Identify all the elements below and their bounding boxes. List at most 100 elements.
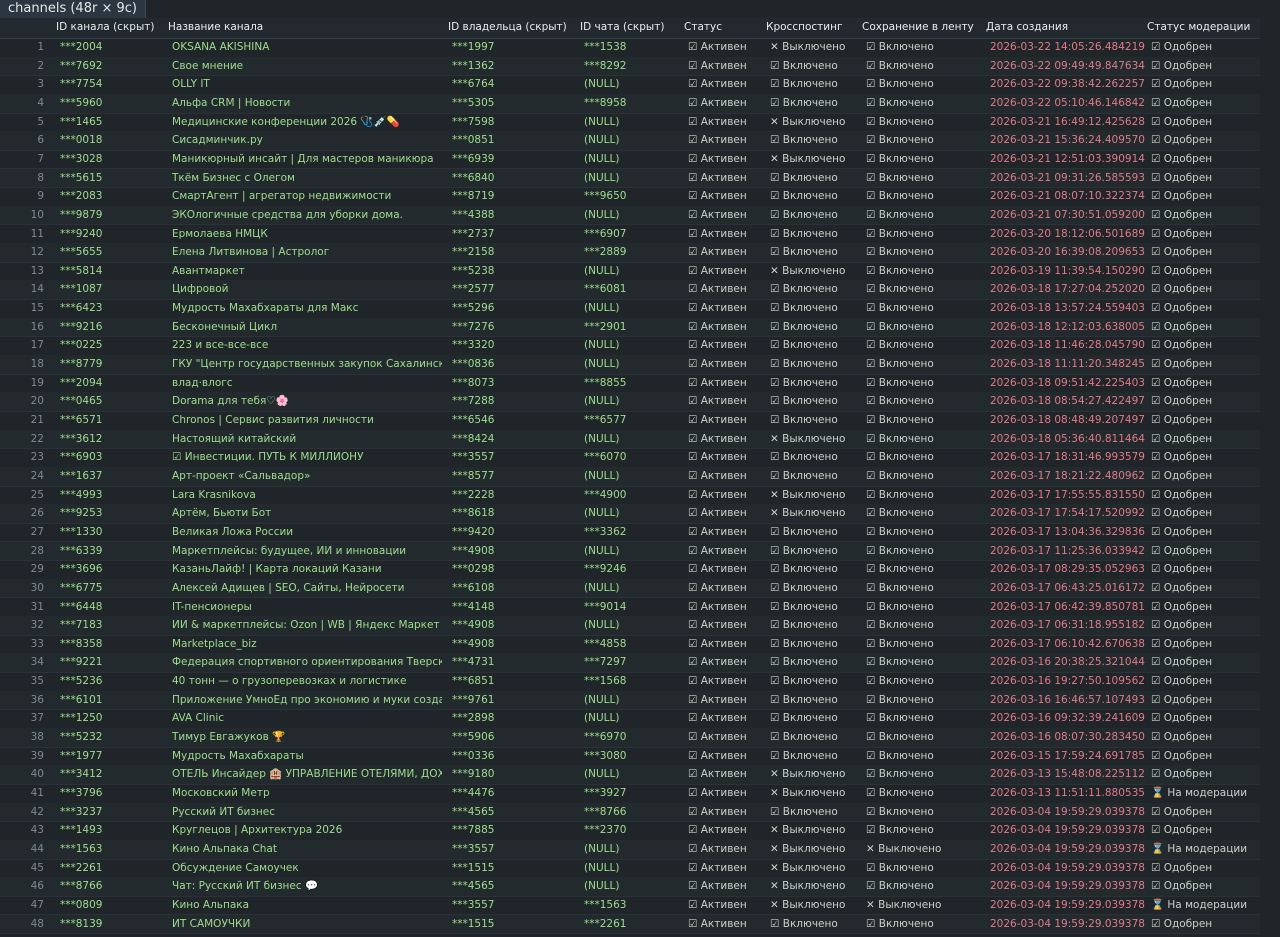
table-row[interactable]: 28 ***6339 Маркетплейсы: будущее, ИИ и инн… bbox=[0, 541, 1260, 562]
table-row[interactable]: 33 ***8358 Marketplace_biz ***4908 ***4858 ☑ … bbox=[0, 635, 1260, 655]
row-number: 13 bbox=[30, 264, 44, 277]
cell: ☑ Одобрен bbox=[1151, 432, 1213, 445]
table-row[interactable]: 3 ***7754 OLLY IT ***6764 (NULL) ☑ Активен ☑ В… bbox=[0, 75, 1260, 95]
cell: ***8958 bbox=[584, 96, 627, 109]
cell: ***9221 bbox=[60, 656, 103, 669]
cell: влад·влогс bbox=[172, 376, 233, 389]
cell: (NULL) bbox=[584, 339, 620, 352]
table-row[interactable]: 45 ***2261 Обсуждение Самоучек ***1515 (NULL… bbox=[0, 859, 1260, 879]
table-row[interactable]: 15 ***6423 Мудрость Махабхараты для Макс **… bbox=[0, 299, 1260, 319]
table-row[interactable]: 36 ***6101 Приложение УмноЕд про экономию … bbox=[0, 690, 1260, 711]
table-row[interactable]: 30 ***6775 Алексей Адищев | SEO, Сайты, Не… bbox=[0, 578, 1260, 599]
column-header[interactable]: Название канала bbox=[168, 21, 264, 33]
cell: ***9246 bbox=[584, 563, 627, 576]
column-header[interactable]: Статус модерации bbox=[1147, 21, 1251, 33]
cell: ☑ Включено bbox=[866, 488, 934, 501]
table-row[interactable]: 21 ***6571 Chronos | Сервис развития лично… bbox=[0, 411, 1260, 431]
table-row[interactable]: 29 ***3696 КазаньЛайф! | Карта локаций Каз… bbox=[0, 560, 1260, 580]
table-row[interactable]: 17 ***0225 223 и все-все-все ***3320 (NULL) ☑… bbox=[0, 336, 1260, 356]
table-row[interactable]: 26 ***9253 Артём, Бьюти Бот ***8618 (NULL) ☑ … bbox=[0, 504, 1260, 524]
table-row[interactable]: 7 ***3028 Маникюрный инсайт | Для мастеров… bbox=[0, 150, 1260, 170]
column-header[interactable]: Статус bbox=[684, 21, 722, 33]
table-row[interactable]: 35 ***5236 40 тонн — о грузоперевозках и л… bbox=[0, 672, 1260, 692]
table-row[interactable]: 41 ***3796 Московский Метр ***4476 ***3927 ☑ … bbox=[0, 784, 1260, 804]
column-header[interactable]: Сохранение в ленту bbox=[862, 21, 974, 33]
table-row[interactable]: 27 ***1330 Великая Ложа России ***9420 ***33… bbox=[0, 523, 1260, 543]
cell: ***3557 bbox=[452, 898, 495, 911]
cell: ☑ Включено bbox=[866, 134, 934, 147]
row-number: 42 bbox=[30, 805, 44, 818]
cell: ☑ Включено bbox=[770, 656, 838, 669]
table-row[interactable]: 22 ***3612 Настоящий китайский ***8424 (NULL… bbox=[0, 429, 1260, 450]
cell: ***2158 bbox=[452, 246, 495, 259]
table-row[interactable]: 6 ***0018 Сисадминчик.ру ***0851 (NULL) ☑ Акт… bbox=[0, 131, 1260, 151]
cell: 2026-03-16 20:38:25.321044 bbox=[990, 656, 1145, 669]
cell: ☑ Активен bbox=[688, 880, 747, 893]
cell: ⌛ На модерации bbox=[1151, 842, 1248, 855]
cell: ✕ Выключено bbox=[770, 115, 846, 128]
cell: 2026-03-22 14:05:26.484219 bbox=[990, 41, 1145, 53]
table-row[interactable]: 46 ***8766 Чат: Русский ИТ бизнес 💬 ***4565… bbox=[0, 877, 1260, 897]
column-header[interactable]: Дата создания bbox=[986, 21, 1069, 33]
table-row[interactable]: 13 ***5814 Авантмаркет ***5238 (NULL) ☑ Актив… bbox=[0, 262, 1260, 282]
table-row[interactable]: 12 ***5655 Елена Литвинова | Астролог ***21… bbox=[0, 243, 1260, 263]
table-row[interactable]: 42 ***3237 Русский ИТ бизнес ***4565 ***8766… bbox=[0, 802, 1260, 823]
table-row[interactable]: 2 ***7692 Свое мнение ***1362 ***8292 ☑ Актив… bbox=[0, 56, 1260, 77]
table-row[interactable]: 37 ***1250 AVA Clinic ***2898 (NULL) ☑ Активе… bbox=[0, 709, 1260, 729]
column-header[interactable]: ID чата (скрыт) bbox=[580, 21, 665, 33]
table-row[interactable]: 32 ***7183 ИИ & маркетплейсы: Ozon | WB | … bbox=[0, 616, 1260, 636]
cell: 2026-03-17 11:25:36.033942 bbox=[990, 544, 1145, 557]
table-row[interactable]: 24 ***1637 Арт-проект «Сальвадор» ***8577 (N… bbox=[0, 466, 1260, 487]
table-row[interactable]: 10 ***9879 ЭКОлогичные средства для уборки… bbox=[0, 205, 1260, 226]
cell: (NULL) bbox=[584, 302, 620, 315]
table-row[interactable]: 16 ***9216 Бесконечный Цикл ***7276 ***2901 ☑… bbox=[0, 317, 1260, 338]
table-row[interactable]: 39 ***1977 Мудрость Махабхараты ***0336 ***3… bbox=[0, 747, 1260, 767]
table-row[interactable]: 9 ***2083 СмартАгент | агрегатор недвижимо… bbox=[0, 187, 1260, 207]
table-row[interactable]: 34 ***9221 Федерация спортивного ориентиро… bbox=[0, 653, 1260, 674]
table-row[interactable]: 5 ***1465 Медицинские конференции 2026 🩺💉💊… bbox=[0, 113, 1260, 133]
table-row[interactable]: 4 ***5960 Альфа CRM | Новости ***5305 ***895… bbox=[0, 93, 1260, 114]
table-row[interactable]: 47 ***0809 Кино Альпака ***3557 ***1563 ☑ Акт… bbox=[0, 896, 1260, 916]
table-row[interactable]: 19 ***2094 влад·влогс ***8073 ***8855 ☑ Актив… bbox=[0, 374, 1260, 394]
row-number: 46 bbox=[30, 880, 44, 893]
cell: Маркетплейсы: будущее, ИИ и инновации bbox=[172, 544, 407, 557]
cell: ☑ Включено bbox=[770, 283, 838, 296]
tab-title[interactable]: channels (48r × 9c) bbox=[0, 0, 146, 18]
cell: 2026-03-17 06:31:18.955182 bbox=[990, 619, 1145, 632]
cell: ☑ Активен bbox=[688, 208, 747, 221]
cell: 2026-03-15 17:59:24.691785 bbox=[990, 749, 1145, 762]
table-row[interactable]: 18 ***8779 ГКУ "Центр государственных заку… bbox=[0, 355, 1260, 375]
table-row[interactable]: 14 ***1087 Цифровой ***2577 ***6081 ☑ Активен… bbox=[0, 280, 1260, 301]
table-row[interactable]: 11 ***9240 Ермолаева НМЦК ***2737 ***6907 ☑ А… bbox=[0, 225, 1260, 245]
table-row[interactable]: 20 ***0465 Dorama для тебя♡🌸 ***7288 (NULL) ☑… bbox=[0, 392, 1260, 412]
cell: ***7885 bbox=[452, 824, 495, 837]
table-row[interactable]: 40 ***3412 ОТЕЛЬ Инсайдер 🏨 УПРАВЛЕНИЕ ОТЕ… bbox=[0, 765, 1260, 785]
cell: ☑ Активен bbox=[688, 96, 747, 109]
row-number: 19 bbox=[30, 376, 44, 389]
table-row[interactable]: 48 ***8139 ИТ САМОУЧКИ ***1515 ***2261 ☑ Акти… bbox=[0, 914, 1260, 935]
row-number: 9 bbox=[37, 190, 44, 203]
cell: Московский Метр bbox=[172, 787, 270, 799]
table-row[interactable]: 43 ***1493 Круглецов | Архитектура 2026 ***… bbox=[0, 821, 1260, 841]
column-header[interactable]: ID канала (скрыт) bbox=[56, 21, 155, 33]
table-row[interactable]: 8 ***5615 Ткём Бизнес с Олегом ***6840 (NULL… bbox=[0, 168, 1260, 189]
table-row[interactable]: 31 ***6448 IT-пенсионеры ***4148 ***9014 ☑ Ак… bbox=[0, 598, 1260, 618]
table-row[interactable]: 25 ***4993 Lara Krasnikova ***2228 ***4900 ☑ … bbox=[0, 486, 1260, 506]
cell: ***4148 bbox=[452, 600, 495, 613]
cell: Великая Ложа России bbox=[172, 525, 294, 538]
cell: ***6081 bbox=[584, 283, 627, 296]
row-number: 37 bbox=[30, 712, 44, 725]
table-row[interactable]: 1 ***2004 OKSANA AKISHINA ***1997 ***1538 ☑ А… bbox=[0, 38, 1260, 58]
table-row[interactable]: 44 ***1563 Кино Альпака Chat ***3557 (NULL) ☑… bbox=[0, 839, 1260, 860]
table-row[interactable]: 23 ***6903 ☑ Инвестиции. ПУТЬ К МИЛЛИОНУ **… bbox=[0, 448, 1260, 468]
column-header[interactable]: ID владельца (скрыт) bbox=[448, 21, 567, 33]
row-number: 20 bbox=[30, 395, 44, 408]
cell: ☑ Одобрен bbox=[1151, 600, 1213, 613]
cell: ⌛ На модерации bbox=[1151, 898, 1248, 911]
cell: (NULL) bbox=[584, 768, 620, 781]
cell: ☑ Активен bbox=[688, 731, 747, 744]
table-row[interactable]: 38 ***5232 Тимур Евгажуков 🏆 ***5906 ***6970… bbox=[0, 728, 1260, 748]
cell: ☑ Одобрен bbox=[1151, 581, 1213, 594]
column-header[interactable]: Кросспостинг bbox=[766, 21, 843, 33]
